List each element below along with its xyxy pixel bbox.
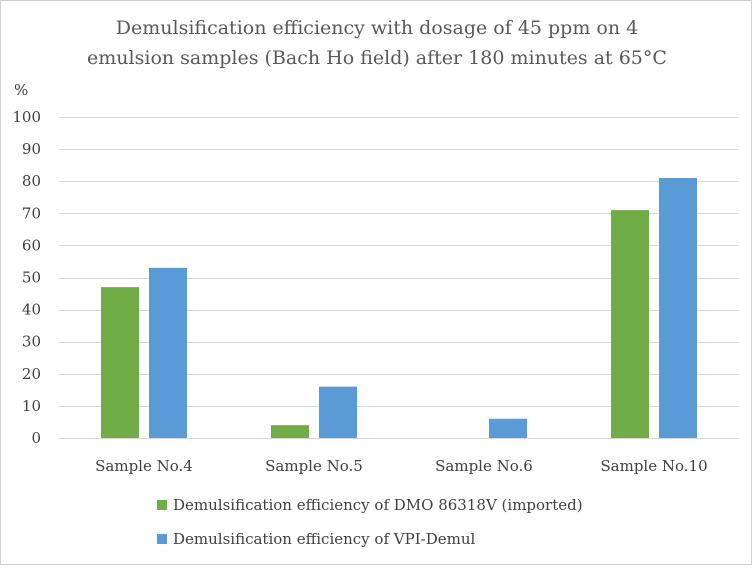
legend-label-2: Demulsification efficiency of VPI-Demul [173, 530, 475, 548]
y-tick-label: 70 [22, 204, 41, 222]
bar-series-1-sample-no-4 [101, 287, 139, 438]
y-tick-label: 40 [22, 301, 41, 319]
y-tick-label: 80 [22, 172, 41, 190]
bar-series-1-sample-no-5 [271, 425, 309, 438]
y-tick-label: 30 [22, 333, 41, 351]
y-tick-label: 60 [22, 236, 41, 254]
y-axis-tick-labels: 0 10 20 30 40 50 60 70 80 90 100 [12, 108, 41, 447]
y-tick-label: 10 [22, 397, 41, 415]
bar-series [101, 177, 697, 439]
y-tick-label: 0 [31, 429, 41, 447]
legend-swatch-2 [157, 534, 167, 544]
y-axis-unit-label: % [14, 81, 28, 99]
bar-series-2-sample-no-5 [319, 386, 357, 438]
y-tick-label: 20 [22, 365, 41, 383]
legend: Demulsification efficiency of DMO 86318V… [157, 496, 583, 548]
chart-title-line-1: Demulsification efficiency with dosage o… [116, 17, 638, 39]
x-category-label: Sample No.6 [435, 457, 533, 475]
x-category-label: Sample No.10 [600, 457, 707, 475]
x-category-label: Sample No.5 [265, 457, 363, 475]
bar-series-2-sample-no-10 [659, 177, 697, 439]
bar-series-2-sample-no-4 [149, 267, 187, 438]
x-axis-category-labels: Sample No.4 Sample No.5 Sample No.6 Sample … [95, 457, 707, 475]
y-tick-label: 100 [12, 108, 41, 126]
y-tick-label: 50 [22, 269, 41, 287]
bar-series-2-sample-no-6 [489, 418, 527, 438]
y-tick-label: 90 [22, 140, 41, 158]
x-category-label: Sample No.4 [95, 457, 193, 475]
legend-swatch-1 [157, 500, 167, 510]
bar-series-1-sample-no-10 [611, 210, 649, 438]
legend-label-1: Demulsification efficiency of DMO 86318V… [173, 496, 583, 514]
chart-title-line-2: emulsion samples (Bach Ho field) after 1… [87, 47, 667, 69]
